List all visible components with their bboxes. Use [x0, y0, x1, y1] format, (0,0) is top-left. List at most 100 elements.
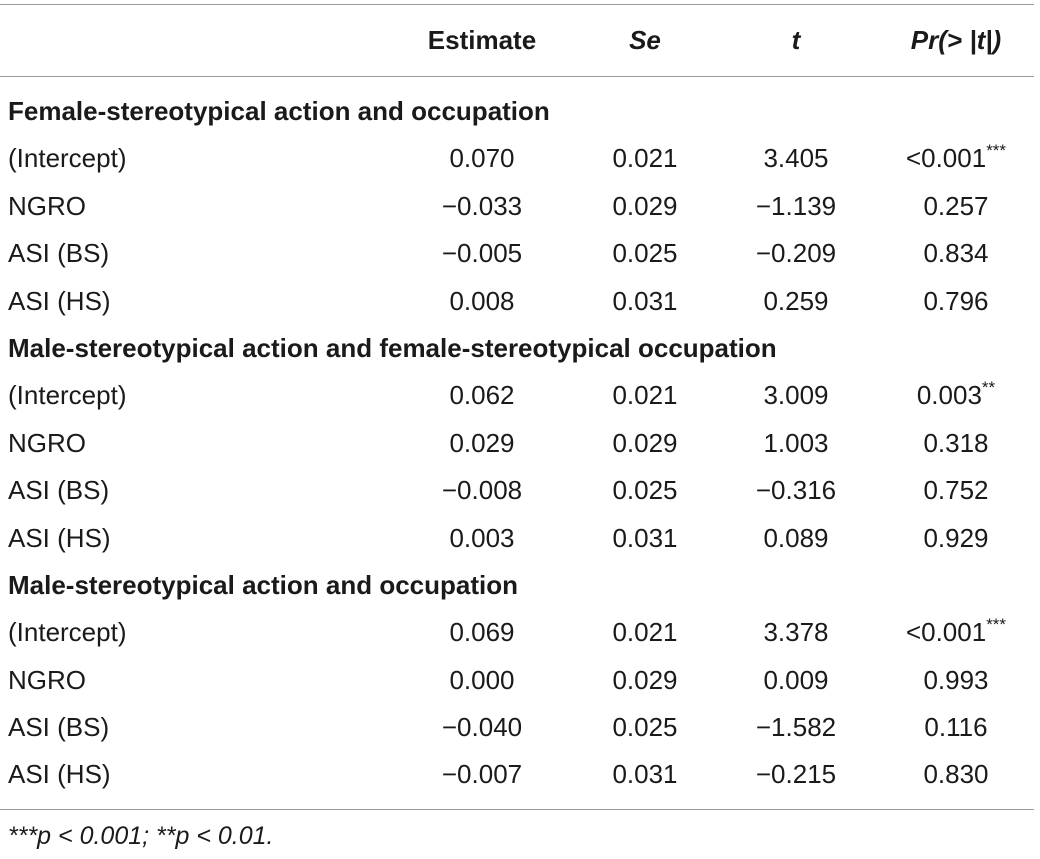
cell-t: 3.378 — [716, 609, 876, 656]
cell-p-value: 0.993 — [878, 657, 1034, 704]
table-row: ASI (HS) 0.008 0.031 0.259 0.796 — [0, 278, 1034, 325]
cell-estimate: 0.008 — [402, 278, 562, 325]
cell-estimate-value: 0.070 — [449, 143, 515, 174]
cell-t-value: 0.089 — [763, 522, 829, 553]
row-label: NGRO — [8, 427, 86, 458]
cell-p-value-value: 0.796 — [923, 285, 989, 316]
cell-se-value: 0.021 — [612, 617, 678, 648]
cell-t: −0.215 — [716, 751, 876, 798]
cell-t: −0.316 — [716, 467, 876, 514]
cell-se-value: 0.031 — [612, 522, 678, 553]
row-label: NGRO — [8, 190, 86, 221]
cell-se: 0.029 — [565, 657, 725, 704]
cell-se: 0.029 — [565, 183, 725, 230]
table-row: ASI (BS) −0.040 0.025 −1.582 0.116 — [0, 704, 1034, 751]
row-label: ASI (HS) — [8, 285, 111, 316]
table-row: NGRO 0.000 0.029 0.009 0.993 — [0, 657, 1034, 704]
cell-p-value-value: 0.834 — [923, 238, 989, 269]
row-label: (Intercept) — [8, 617, 127, 648]
cell-t: 3.405 — [716, 135, 876, 182]
cell-estimate: 0.000 — [402, 657, 562, 704]
cell-estimate-value: −0.007 — [441, 759, 523, 790]
row-label: ASI (BS) — [8, 712, 110, 743]
table-row: (Intercept) 0.069 0.021 3.378 <0.001*** — [0, 609, 1034, 656]
section-title: Male-stereotypical action and female-ste… — [8, 332, 777, 363]
row-label: ASI (BS) — [8, 475, 110, 506]
cell-t: −1.582 — [716, 704, 876, 751]
table-row: (Intercept) 0.070 0.021 3.405 <0.001*** — [0, 135, 1034, 182]
cell-estimate: 0.062 — [402, 372, 562, 419]
cell-estimate: −0.008 — [402, 467, 562, 514]
cell-t-value: 3.405 — [763, 143, 829, 174]
section-title: Female-stereotypical action and occupati… — [8, 96, 550, 126]
table-row: ASI (BS) −0.008 0.025 −0.316 0.752 — [0, 467, 1034, 514]
cell-estimate: −0.005 — [402, 230, 562, 277]
table-bottom-rule — [0, 809, 1034, 810]
cell-t: 0.089 — [716, 515, 876, 562]
cell-se-value: 0.025 — [612, 475, 678, 506]
cell-se: 0.025 — [565, 467, 725, 514]
section-title: Male-stereotypical action and occupation — [8, 569, 518, 600]
cell-p-value: 0.003** — [878, 372, 1034, 419]
table-top-rule — [0, 4, 1034, 5]
cell-estimate: 0.070 — [402, 135, 562, 182]
significance-marker: ** — [981, 377, 996, 397]
cell-p-value-value: 0.993 — [923, 664, 989, 695]
cell-p-value: 0.116 — [878, 704, 1034, 751]
cell-se: 0.021 — [565, 372, 725, 419]
cell-estimate-value: 0.062 — [449, 380, 515, 411]
cell-estimate-value: −0.008 — [441, 475, 523, 506]
cell-estimate: 0.029 — [402, 420, 562, 467]
cell-p-value: 0.929 — [878, 515, 1034, 562]
cell-p-value: 0.834 — [878, 230, 1034, 277]
cell-p-value-value: 0.116 — [924, 712, 988, 743]
cell-estimate-value: 0.003 — [449, 522, 515, 553]
cell-p-value: <0.001*** — [878, 609, 1034, 656]
cell-estimate-value: 0.069 — [449, 617, 515, 648]
header-t: t — [791, 25, 801, 55]
table-header-rule — [0, 76, 1034, 77]
cell-estimate: −0.033 — [402, 183, 562, 230]
cell-p-value-value: 0.318 — [923, 427, 989, 458]
cell-se-value: 0.025 — [612, 238, 678, 269]
cell-t: −0.209 — [716, 230, 876, 277]
cell-se-value: 0.025 — [612, 712, 678, 743]
cell-se-value: 0.021 — [612, 380, 678, 411]
cell-se-value: 0.029 — [612, 190, 678, 221]
cell-se: 0.029 — [565, 420, 725, 467]
cell-t: 1.003 — [716, 420, 876, 467]
table-footnote: ***p < 0.001; **p < 0.01. — [8, 822, 274, 850]
cell-p-value-value: 0.929 — [923, 522, 989, 553]
cell-p-value-value: 0.257 — [923, 190, 989, 221]
cell-p-value: 0.830 — [878, 751, 1034, 798]
cell-se: 0.031 — [565, 278, 725, 325]
cell-t-value: 0.009 — [763, 664, 829, 695]
cell-t: 0.009 — [716, 657, 876, 704]
cell-se: 0.025 — [565, 704, 725, 751]
cell-t-value: 1.003 — [763, 427, 829, 458]
row-label: ASI (HS) — [8, 522, 111, 553]
cell-t-value: −0.316 — [755, 475, 837, 506]
cell-se: 0.025 — [565, 230, 725, 277]
cell-estimate: 0.003 — [402, 515, 562, 562]
cell-estimate-value: 0.000 — [449, 664, 515, 695]
cell-se: 0.021 — [565, 609, 725, 656]
row-label: NGRO — [8, 664, 86, 695]
table-header-row: Estimate Se t Pr(> |t|) — [0, 4, 1034, 76]
cell-p-value: 0.752 — [878, 467, 1034, 514]
significance-marker: *** — [986, 614, 1007, 634]
cell-se: 0.031 — [565, 751, 725, 798]
cell-se-value: 0.021 — [612, 143, 678, 174]
table-row: NGRO −0.033 0.029 −1.139 0.257 — [0, 183, 1034, 230]
cell-se: 0.021 — [565, 135, 725, 182]
cell-se-value: 0.031 — [612, 759, 678, 790]
cell-p-value: 0.796 — [878, 278, 1034, 325]
cell-p-value-value: 0.003 — [916, 380, 982, 411]
table-row: ASI (HS) −0.007 0.031 −0.215 0.830 — [0, 751, 1034, 798]
cell-estimate-value: 0.029 — [449, 427, 515, 458]
cell-t-value: 3.009 — [763, 380, 829, 411]
cell-p-value: 0.257 — [878, 183, 1034, 230]
cell-t: 3.009 — [716, 372, 876, 419]
table-row: ASI (HS) 0.003 0.031 0.089 0.929 — [0, 515, 1034, 562]
cell-estimate-value: 0.008 — [449, 285, 515, 316]
